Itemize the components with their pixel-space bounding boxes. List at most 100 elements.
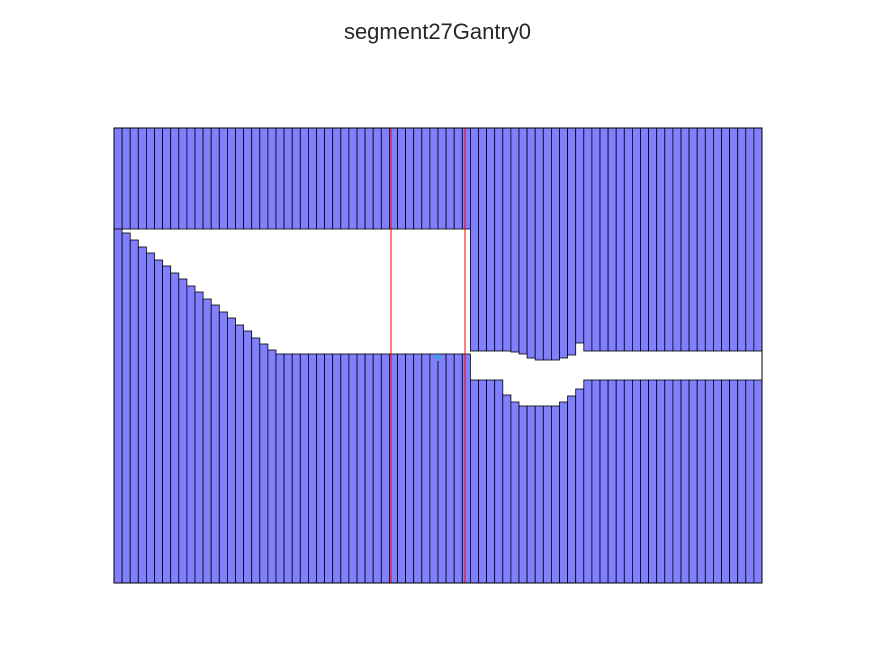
mlc-leaf-bottom [405,353,415,584]
mlc-leaf-top [332,127,342,230]
mlc-leaf-bottom [672,379,682,584]
mlc-leaf-bottom [275,353,285,584]
mlc-leaf-top [542,127,552,361]
mlc-leaf-top [259,127,269,230]
mlc-leaf-top [648,127,658,352]
mlc-leaf-top [170,127,180,230]
mlc-leaf-bottom [534,405,544,584]
mlc-leaf-bottom [526,405,536,584]
mlc-leaf-bottom [316,353,326,584]
mlc-leaf-bottom [137,246,147,584]
mlc-leaf-bottom [210,304,220,584]
mlc-leaf-bottom [178,278,188,584]
mlc-leaf-bottom [218,311,228,584]
mlc-leaf-top [518,127,528,355]
mlc-leaf-bottom [243,330,253,584]
mlc-leaf-bottom [170,272,180,584]
mlc-leaf-top [235,127,245,230]
mlc-leaf-top [583,127,593,352]
mlc-leaf-top [299,127,309,230]
mlc-leaf-bottom [437,353,447,584]
mlc-leaf-bottom [648,379,658,584]
mlc-leaf-top [340,127,350,230]
mlc-leaf-bottom [664,379,674,584]
mlc-leaf-bottom [372,353,382,584]
mlc-leaf-top [226,127,236,230]
mlc-leaf-bottom [680,379,690,584]
mlc-leaf-bottom [461,353,471,584]
mlc-leaf-bottom [251,337,261,584]
mlc-leaf-top [413,127,423,230]
mlc-leaf-top [380,127,390,230]
mlc-leaf-bottom [202,298,212,584]
mlc-leaf-bottom [235,324,245,584]
mlc-leaf-bottom [162,265,172,584]
mlc-leaf-bottom [623,379,633,584]
mlc-leaf-top [632,127,641,352]
mlc-leaf-top [534,127,544,361]
mlc-leaf-top [275,127,285,230]
mlc-leaf-bottom [348,353,358,584]
mlc-leaf-bottom [704,379,714,584]
mlc-leaf-bottom [186,285,196,584]
mlc-leaf-bottom [413,353,423,584]
mlc-leaf-bottom [745,379,755,584]
mlc-leaf-top [348,127,358,230]
mlc-leaf-top [186,127,196,230]
mlc-leaf-bottom [583,379,593,584]
mlc-leaf-bottom [478,379,488,584]
mlc-leaf-top [307,127,317,230]
mlc-leaf-top [429,127,439,230]
mlc-leaf-bottom [429,353,439,584]
mlc-leaf-bottom [615,379,625,584]
mlc-leaf-top [178,127,188,230]
mlc-leaf-bottom [121,232,131,584]
mlc-leaf-bottom [599,379,609,584]
mlc-leaf-top [696,127,706,352]
mlc-leaf-bottom [559,401,569,584]
mlc-leaf-top [145,127,155,230]
mlc-leaf-top [672,127,682,352]
mlc-leaf-top [745,127,755,352]
mlc-leaf-top [162,127,172,230]
mlc-leaf-bottom [542,405,552,584]
mlc-leaf-top [210,127,220,230]
mlc-leaf-bottom [154,259,164,584]
mlc-leaf-top [251,127,261,230]
mlc-leaf-top [567,127,577,356]
mlc-leaf-top [324,127,334,230]
mlc-leaf-bottom [551,405,560,584]
mlc-leaf-top [721,127,731,352]
mlc-leaf-top [202,127,212,230]
mlc-leaf-top [640,127,650,352]
mlc-leaf-top [510,127,520,353]
mlc-leaf-top [194,127,204,230]
mlc-leaf-top [713,127,722,352]
plot-title: segment27Gantry0 [343,19,532,44]
mlc-leaf-top [494,127,504,352]
mlc-leaf-bottom [340,353,350,584]
mlc-leaf-bottom [729,379,739,584]
mlc-leaf-top [121,127,131,230]
mlc-leaf-top [453,127,463,230]
mlc-leaf-top [283,127,293,230]
mlc-leaf-top [372,127,382,230]
mlc-leaf-bottom [753,379,763,584]
mlc-leaf-top [267,127,277,230]
mlc-leaf-bottom [324,353,334,584]
mlc-leaf-bottom [113,228,123,584]
mlc-leaf-top [737,127,747,352]
mlc-leaf-top [129,127,139,230]
mlc-leaf-top [461,127,471,230]
mlc-leaf-bottom [656,379,666,584]
mlc-leaf-bottom [632,379,641,584]
mlc-leaf-top [291,127,301,230]
mlc-leaf-top [729,127,739,352]
mlc-leaf-top [218,127,228,230]
mlc-leaf-top [469,127,479,352]
mlc-leaf-bottom [332,353,342,584]
mlc-leaf-top [113,127,123,230]
mlc-leaf-top [551,127,560,361]
